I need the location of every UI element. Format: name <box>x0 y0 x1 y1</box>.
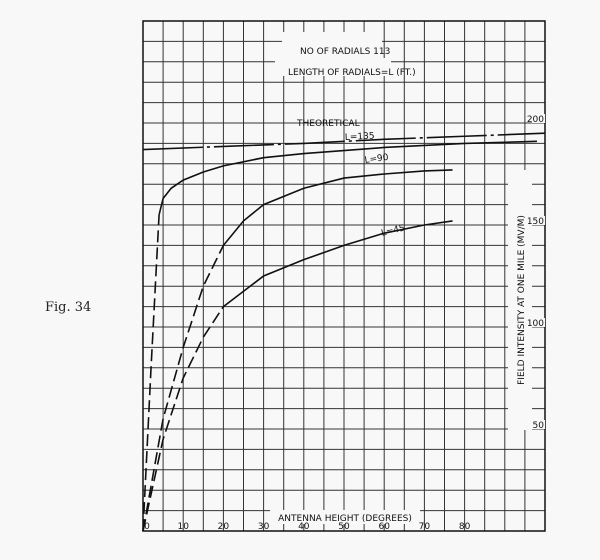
x-tick-label: 80 <box>459 522 471 532</box>
series-l-135-dashed-segment <box>142 214 160 532</box>
x-tick-label: 40 <box>298 522 310 532</box>
y-tick-background <box>532 420 545 429</box>
y-tick-background <box>532 114 545 123</box>
x-tick-label: 30 <box>258 522 270 532</box>
x-axis-label: ANTENNA HEIGHT (DEGREES) <box>278 514 412 524</box>
series-l-45-line <box>222 220 453 308</box>
plot-frame <box>142 20 546 532</box>
y-tick-background <box>532 216 545 225</box>
series-label: L=90 <box>364 153 389 166</box>
series-label: L=135 <box>345 131 375 143</box>
xlabel-background <box>270 510 420 524</box>
x-tick-label: 0 <box>144 522 150 532</box>
annotation-background <box>275 58 391 76</box>
annotation-radials: NO OF RADIALS 113 <box>300 47 390 57</box>
y-tick-label: 100 <box>527 319 544 329</box>
figure-label: Fig. 34 <box>45 300 92 315</box>
y-tick-label: 150 <box>527 217 544 227</box>
x-tick-label: 70 <box>419 522 431 532</box>
x-tick-label: 20 <box>218 522 230 532</box>
series-theoretical-line <box>142 132 546 151</box>
x-tick-label: 60 <box>378 522 390 532</box>
y-axis-label: FIELD INTENSITY AT ONE MILE (MV/M) <box>517 215 527 385</box>
series-l-90-line <box>222 169 453 246</box>
y-tick-label: 200 <box>527 115 544 125</box>
y-tick-background <box>532 318 545 327</box>
series-label: THEORETICAL <box>296 119 360 129</box>
x-tick-label: 10 <box>177 522 189 532</box>
x-tick-label: 50 <box>338 522 350 532</box>
annotation-length: LENGTH OF RADIALS=L (FT.) <box>288 68 416 78</box>
y-tick-label: 50 <box>533 421 545 431</box>
ylabel-background <box>508 170 532 430</box>
